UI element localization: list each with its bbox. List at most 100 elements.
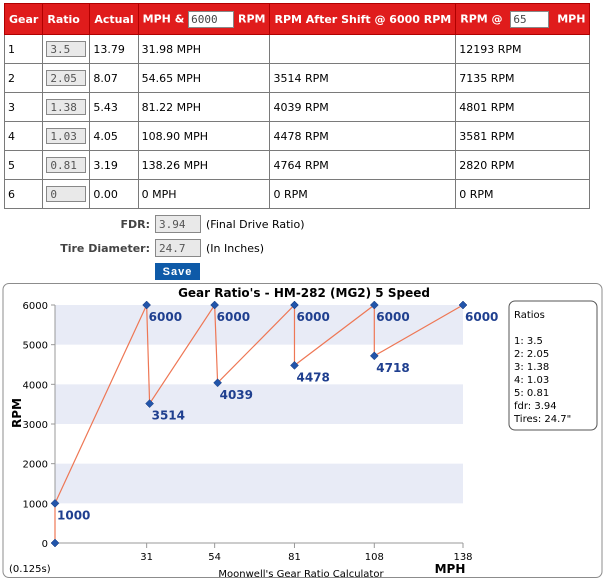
cell-rpm-at-mph: 0 RPM [455,179,591,209]
cell-rpm-after-shift: 4478 RPM [269,121,457,151]
chart-footer-timing: (0.125s) [9,564,51,575]
chart-title: Gear Ratio's - HM-282 (MG2) 5 Speed [178,286,430,300]
legend-line: 4: 1.03 [514,375,549,386]
table-row: 3 5.43 81.22 MPH 4039 RPM 4801 RPM [3,92,591,122]
y-tick-label: 5000 [23,341,48,352]
x-tick-label: 108 [365,552,384,563]
cell-rpm-at-mph: 3581 RPM [455,121,591,151]
data-point [210,300,220,310]
header-mph-prefix: MPH & [142,12,185,25]
tire-label: Tire Diameter: [60,242,150,255]
save-button[interactable]: Save [155,263,200,280]
x-tick-label: 138 [453,552,472,563]
header-rpm-suffix: MPH [557,12,586,25]
y-tick-label: 0 [42,539,48,550]
cell-rpm-at-mph: 7135 RPM [455,63,591,93]
data-label: 6000 [376,310,409,324]
cell-ratio [42,63,91,93]
cell-mph: 0 MPH [137,179,271,209]
cell-mph: 108.90 MPH [137,121,271,151]
data-point [290,361,299,370]
table-header-row: Gear Ratio Actual MPH & RPM RPM After Sh… [3,3,591,35]
header-mph-at-rpm: MPH & RPM [137,3,271,35]
data-label: 6000 [149,310,182,324]
data-label: 6000 [217,310,250,324]
legend-line: 3: 1.38 [514,362,549,373]
cell-ratio [42,34,91,64]
data-point [142,300,152,310]
chart-footer-credit: Moonwell's Gear Ratio Calculator [218,569,384,579]
y-tick-label: 4000 [23,380,48,391]
x-axis-label: MPH [435,562,466,576]
data-point [145,399,154,408]
cell-actual: 3.19 [89,150,139,180]
fdr-note: (Final Drive Ratio) [206,218,305,231]
data-point [458,300,468,310]
grid-band [55,384,463,424]
fdr-input[interactable] [155,215,201,233]
table-row: 5 3.19 138.26 MPH 4764 RPM 2820 RPM [3,150,591,180]
cell-mph: 31.98 MPH [137,34,271,64]
x-tick-label: 81 [288,552,301,563]
cell-actual: 8.07 [89,63,139,93]
mph-rpm-input[interactable] [188,10,235,28]
data-label: 6000 [465,310,498,324]
cell-ratio [42,179,91,209]
y-tick-label: 2000 [23,460,48,471]
x-tick-label: 54 [208,552,221,563]
table-row: 1 13.79 31.98 MPH 12193 RPM [3,34,591,64]
header-gear: Gear [3,3,44,35]
rpm-mph-input[interactable] [510,10,550,28]
ratio-input-3[interactable] [46,99,87,115]
grid-band [55,463,463,504]
y-tick-label: 1000 [23,499,48,510]
tire-diameter-input[interactable] [155,239,201,257]
legend-line: 1: 3.5 [514,336,543,347]
chart-frame [2,283,603,578]
header-rpm-after-shift: RPM After Shift @ 6000 RPM [269,3,457,35]
ratio-input-1[interactable] [46,41,87,57]
cell-gear: 3 [3,92,44,122]
data-point [50,538,60,548]
cell-ratio [42,92,91,122]
cell-mph: 81.22 MPH [137,92,271,122]
cell-rpm-after-shift: 4764 RPM [269,150,457,180]
ratio-input-5[interactable] [46,157,87,173]
header-rpm-at-mph: RPM @ MPH [455,3,591,35]
legend-box [508,300,598,431]
grid-band [55,305,463,345]
chart-legend: Ratios 1: 3.5 2: 2.05 3: 1.38 4: 1.03 5:… [508,300,598,431]
x-tick-label: 31 [140,552,153,563]
cell-gear: 1 [3,34,44,64]
data-point [369,300,379,310]
data-point [369,351,379,361]
data-label: 1000 [57,508,90,522]
cell-rpm-after-shift: 3514 RPM [269,63,457,93]
tire-note: (In Inches) [206,242,265,255]
header-rpm-prefix: RPM @ [460,12,503,25]
legend-title: Ratios [514,310,545,321]
data-point [50,498,60,508]
y-tick-label: 3000 [23,420,48,431]
cell-ratio [42,150,91,180]
cell-actual: 5.43 [89,92,139,122]
y-tick-label: 6000 [23,301,48,312]
cell-rpm-after-shift [269,34,457,64]
cell-rpm-after-shift: 0 RPM [269,179,457,209]
ratio-input-2[interactable] [46,70,87,86]
cell-actual: 0.00 [89,179,139,209]
data-point [213,378,222,388]
cell-gear: 4 [3,121,44,151]
cell-gear: 2 [3,63,44,93]
table-row: 4 4.05 108.90 MPH 4478 RPM 3581 RPM [3,121,591,151]
ratio-input-4[interactable] [46,128,87,144]
legend-line: fdr: 3.94 [514,401,557,412]
data-label: 3514 [152,409,185,423]
cell-ratio [42,121,91,151]
cell-rpm-at-mph: 2820 RPM [455,150,591,180]
cell-rpm-at-mph: 12193 RPM [455,34,591,64]
ratio-input-6[interactable] [46,186,87,202]
data-point [290,300,299,310]
cell-actual: 4.05 [89,121,139,151]
header-actual: Actual [89,3,139,35]
